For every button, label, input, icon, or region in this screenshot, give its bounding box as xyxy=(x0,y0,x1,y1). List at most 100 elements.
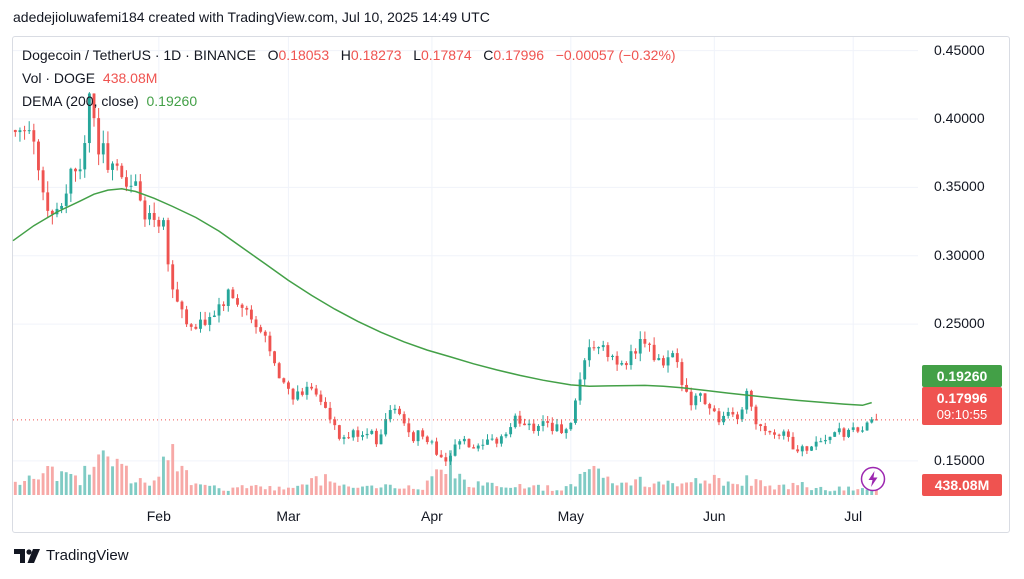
legend-change: −0.00057 (−0.32%) xyxy=(555,47,676,63)
volume-bar xyxy=(439,469,443,495)
volume-bar xyxy=(782,484,786,495)
volume-bar xyxy=(490,482,494,495)
candle-body xyxy=(50,210,54,215)
candle-body xyxy=(101,143,105,155)
volume-bar xyxy=(467,486,471,495)
volume-bar xyxy=(629,485,633,495)
volume-bar xyxy=(611,483,614,495)
volume-bar xyxy=(444,474,448,495)
volume-bar xyxy=(194,483,198,495)
volume-bar xyxy=(823,490,827,495)
candle-body xyxy=(499,436,503,444)
candle-body xyxy=(680,362,684,385)
volume-bar xyxy=(370,485,374,495)
candle-body xyxy=(388,410,392,420)
volume-bar xyxy=(50,466,54,495)
volume-bar xyxy=(18,484,22,495)
volume-bar xyxy=(60,471,64,495)
volume-bar xyxy=(518,484,522,495)
legend-volume-value: 438.08M xyxy=(102,70,158,86)
legend-high-label: H xyxy=(340,47,351,63)
candle-body xyxy=(638,338,642,354)
candle-body xyxy=(560,424,563,434)
candle-body xyxy=(416,430,420,442)
countdown-value: 09:10:55 xyxy=(936,407,988,422)
candle-body xyxy=(569,422,573,430)
candle-body xyxy=(444,457,448,462)
volume-bar xyxy=(550,490,554,495)
candle-body xyxy=(481,444,485,446)
candle-body xyxy=(435,441,439,455)
volume-bar xyxy=(462,479,466,495)
volume-badge: 438.08M xyxy=(922,474,1002,496)
volume-bar xyxy=(249,485,253,495)
candle-body xyxy=(745,390,749,410)
candle-body xyxy=(439,454,443,458)
volume-bar xyxy=(282,489,286,495)
volume-bar xyxy=(245,488,249,495)
volume-bar xyxy=(606,476,610,495)
legend-dema-label: DEMA (200, close) xyxy=(22,93,139,109)
candle-body xyxy=(60,205,64,209)
volume-bar xyxy=(398,488,401,495)
candle-body xyxy=(472,447,476,449)
candle-body xyxy=(486,439,489,445)
volume-bar xyxy=(773,489,776,495)
volume-bar xyxy=(115,458,119,495)
volume-bar xyxy=(236,487,239,495)
volume-bar xyxy=(162,456,165,495)
candle-body xyxy=(587,347,591,361)
tradingview-logo[interactable]: TradingView xyxy=(14,547,129,564)
candle-body xyxy=(754,406,758,425)
candle-body xyxy=(310,386,314,389)
volume-bar xyxy=(78,485,82,495)
candle-body xyxy=(694,395,698,406)
candle-body xyxy=(736,414,739,420)
volume-bar xyxy=(379,487,383,495)
volume-bar xyxy=(499,487,503,495)
y-tick-label: 0.30000 xyxy=(934,246,985,263)
volume-bar xyxy=(97,454,101,495)
candle-body xyxy=(648,343,651,345)
volume-bar xyxy=(634,479,638,495)
chart-caption: adedejioluwafemi184 created with Trading… xyxy=(13,9,490,25)
candle-body xyxy=(268,335,272,352)
volume-bar xyxy=(273,490,276,495)
candle-body xyxy=(365,433,369,436)
candle-body xyxy=(661,358,665,366)
volume-bar xyxy=(148,485,151,495)
candle-body xyxy=(203,319,207,325)
candle-body xyxy=(611,355,614,357)
candle-body xyxy=(46,192,50,211)
legend-low-label: L xyxy=(413,47,421,63)
candle-body xyxy=(245,307,249,310)
volume-bar xyxy=(777,484,781,495)
candle-body xyxy=(712,408,716,412)
volume-bar xyxy=(212,485,216,495)
legend-volume-label: Vol · DOGE xyxy=(22,70,96,86)
candle-body xyxy=(550,422,554,432)
volume-bar xyxy=(254,485,258,495)
candle-body xyxy=(421,430,425,437)
volume-bar xyxy=(791,482,795,495)
candle-body xyxy=(23,130,27,132)
lightning-icon[interactable] xyxy=(860,466,886,492)
volume-bar xyxy=(731,483,735,495)
x-tick-label: May xyxy=(557,508,585,524)
candle-body xyxy=(430,441,434,443)
candle-body xyxy=(523,423,526,426)
candle-body xyxy=(152,212,156,220)
volume-bar xyxy=(324,474,327,495)
candle-body xyxy=(185,309,189,325)
candle-body xyxy=(509,427,513,435)
candle-body xyxy=(620,363,624,365)
volume-bar xyxy=(286,487,290,495)
candle-body xyxy=(69,168,73,194)
candle-body xyxy=(398,408,401,415)
candle-body xyxy=(37,141,40,171)
candle-body xyxy=(236,298,239,305)
volume-bar xyxy=(842,490,846,495)
candle-body xyxy=(601,345,605,348)
candle-body xyxy=(138,181,142,201)
